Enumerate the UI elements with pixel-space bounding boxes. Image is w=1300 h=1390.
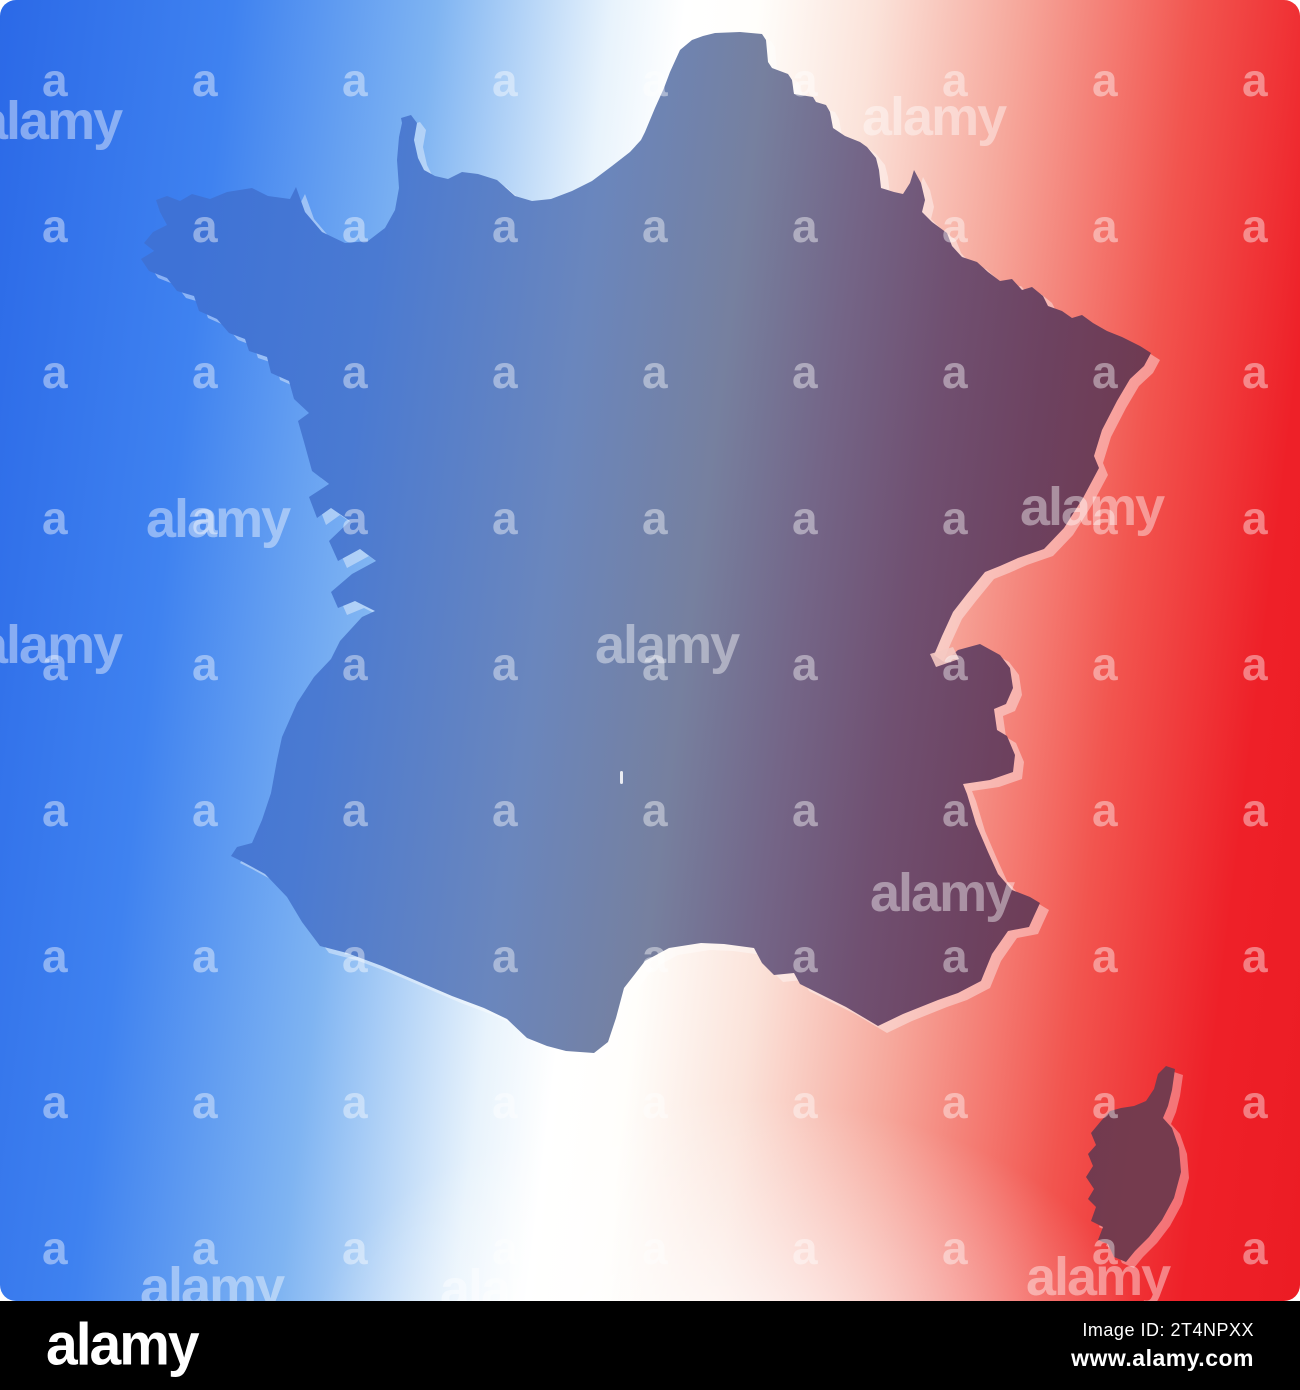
france-mainland-silhouette (141, 32, 1151, 1053)
footer-bar: alamy Image ID: 2T4NPXX www.alamy.com (0, 1301, 1300, 1390)
alamy-logo: alamy (46, 1311, 200, 1379)
france-map (141, 32, 1181, 1262)
lake-geneva (930, 647, 959, 667)
map-speck (620, 771, 623, 784)
alamy-url-text: www.alamy.com (1071, 1344, 1254, 1371)
image-meta: Image ID: 2T4NPXX www.alamy.com (1071, 1320, 1254, 1372)
image-id-text: Image ID: 2T4NPXX (1082, 1319, 1254, 1340)
corsica-island-silhouette (1086, 1066, 1181, 1262)
